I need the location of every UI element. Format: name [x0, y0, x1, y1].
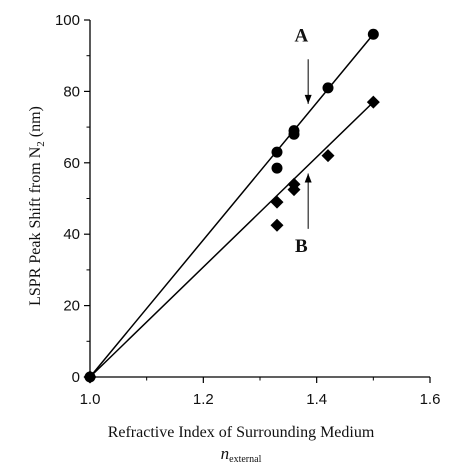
point-b: [321, 149, 335, 163]
point-b: [270, 218, 284, 232]
y-axis-title-main: LSPR Peak Shift from N: [27, 146, 44, 306]
y-axis-title-unit: (nm): [27, 106, 44, 141]
annotations: AB: [294, 25, 312, 257]
point-a: [288, 125, 300, 137]
annotation-label-a: A: [294, 25, 308, 46]
annotation-label-b: B: [295, 236, 308, 257]
data-points: [83, 28, 380, 384]
y-tick-label: 0: [72, 369, 80, 386]
x-axis-subtitle: nexternal: [221, 444, 262, 462]
x-axis-subtitle-main: n: [221, 444, 230, 462]
ticks: 1.0 1.2 1.4 1.6 0 20 40 60 80 100: [55, 12, 440, 408]
axes: [89, 20, 430, 378]
x-tick-label: 1.6: [420, 391, 441, 408]
point-b: [287, 177, 301, 191]
point-a: [271, 146, 283, 158]
y-tick-label: 100: [55, 12, 80, 29]
x-tick-label: 1.0: [80, 391, 101, 408]
x-tick-label: 1.2: [193, 391, 214, 408]
annotation-arrowhead-a: [304, 94, 312, 104]
annotation-arrowhead-b: [304, 173, 312, 183]
y-tick-label: 40: [63, 226, 80, 243]
point-b: [270, 195, 284, 209]
point-a: [322, 82, 334, 94]
y-axis-title-sub: 2: [35, 141, 47, 147]
x-axis-title: Refractive Index of Surrounding Medium: [108, 424, 375, 441]
x-axis-subtitle-sub: external: [229, 454, 261, 462]
y-tick-label: 80: [63, 83, 80, 100]
point-a: [271, 162, 283, 174]
point-b: [366, 95, 380, 109]
y-tick-label: 20: [63, 298, 80, 315]
point-b: [83, 370, 97, 384]
point-a: [367, 28, 379, 40]
x-tick-label: 1.4: [306, 391, 327, 408]
y-tick-label: 60: [63, 155, 80, 172]
y-axis-title: LSPR Peak Shift from N2 (nm): [27, 106, 47, 306]
fit-line-b: [89, 101, 374, 378]
